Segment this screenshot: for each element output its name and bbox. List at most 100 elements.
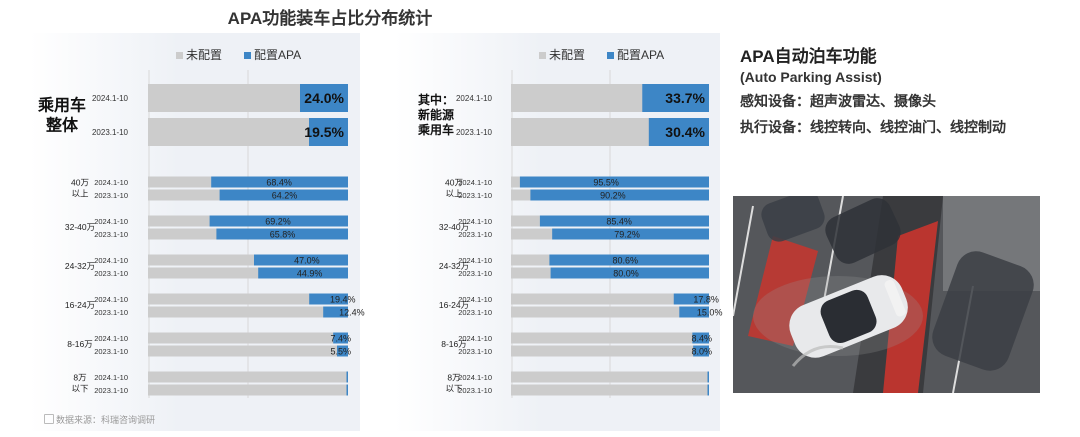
chart1-legend-swatch-apa <box>244 52 251 59</box>
chart2-group-0-label-line-1: 以上 <box>445 188 463 198</box>
chart1-group-1-period-0: 2024.1-10 <box>94 217 128 226</box>
chart2-group-3-bar-bg-1 <box>511 306 709 318</box>
chart1-group-1-value-0: 69.2% <box>265 217 291 227</box>
chart2-group-0-bar-apa-1 <box>530 189 709 201</box>
charts-svg: 未配置 配置APA 24.0% 2024.1-10 19.5% 2023.1-10 乘用车整… <box>37 48 723 398</box>
chart2-legend-swatch-apa <box>607 52 614 59</box>
chart2-group-4-bar-bg-1 <box>511 345 709 357</box>
chart2-overall-period-0: 2024.1-10 <box>456 94 493 103</box>
chart1-group-2-period-0: 2024.1-10 <box>94 256 128 265</box>
chart2-overall-value-0: 33.7% <box>665 90 705 106</box>
chart2-group-3-value-0: 17.8% <box>693 295 719 305</box>
chart2-group-4-value-1: 8.0% <box>691 347 712 357</box>
chart1-legend-swatch-unconfigured <box>176 52 183 59</box>
chart2-group-2-bar-apa-0 <box>549 254 709 266</box>
chart2-group-3-period-0: 2024.1-10 <box>458 295 492 304</box>
chart1-group-3-value-0: 19.4% <box>330 295 356 305</box>
chart2-group-4-bar-bg-0 <box>511 332 709 344</box>
chart1-group-0-period-0: 2024.1-10 <box>94 178 128 187</box>
chart1-group-4-label-line-0: 8-16万 <box>67 339 93 349</box>
chart1-group-3-bar-bg-1 <box>148 306 348 318</box>
chart2-group-2-bar-apa-1 <box>550 267 709 279</box>
chart1-group-5-period-1: 2023.1-10 <box>94 386 128 395</box>
chart1-group-1-value-1: 65.8% <box>270 230 296 240</box>
chart2-group-3-value-1: 15.0% <box>697 308 723 318</box>
chart1-overall-label-line-1: 整体 <box>45 116 79 135</box>
chart2-overall-bar-apa-0 <box>642 84 709 112</box>
chart2-group-1-value-1: 79.2% <box>614 230 640 240</box>
chart1-overall-value-0: 24.0% <box>304 90 344 106</box>
chart1-overall-period-1: 2023.1-10 <box>92 128 129 137</box>
chart2-group-4-value-0: 8.4% <box>691 334 712 344</box>
chart2-group-3-period-1: 2023.1-10 <box>458 308 492 317</box>
chart2-group-4-label-line-0: 8-16万 <box>441 339 467 349</box>
chart2-group-4-bar-apa-1 <box>693 345 709 357</box>
chart1-legend-label-unconfigured: 未配置 <box>186 48 222 62</box>
chart1-group-4-bar-bg-0 <box>148 332 348 344</box>
parking-illustration <box>733 196 1040 393</box>
chart1-group-5-label-line-0: 8万 <box>73 372 86 382</box>
chart1-group-4-bar-bg-1 <box>148 345 348 357</box>
chart1-group-5-bar-apa-1 <box>346 384 348 396</box>
apa-info-subtitle: (Auto Parking Assist) <box>740 69 882 85</box>
chart1-overall-bar-apa-0 <box>300 84 348 112</box>
chart1-group-4-bar-apa-1 <box>337 345 348 357</box>
chart2-group-5-bar-apa-1 <box>707 384 709 396</box>
apa-info-title: APA自动泊车功能 <box>740 47 877 66</box>
chart2-group-5-bar-apa-0 <box>707 371 709 383</box>
chart2-legend-label-apa: 配置APA <box>617 48 664 62</box>
chart1-group-0-label-line-1: 以上 <box>71 188 89 198</box>
chart2-group-5-period-0: 2024.1-10 <box>458 373 492 382</box>
chart1-group-2-bar-bg-1 <box>148 267 348 279</box>
chart2-legend-label-unconfigured: 未配置 <box>549 48 585 62</box>
chart1-group-1-label-line-0: 32-40万 <box>65 222 95 232</box>
chart1-group-2-label-line-0: 24-32万 <box>65 261 95 271</box>
chart2-group-2-value-1: 80.0% <box>613 269 639 279</box>
chart2-group-3-bar-bg-0 <box>511 293 709 305</box>
chart1-group-2-bar-apa-0 <box>254 254 348 266</box>
chart2-overall-bar-apa-1 <box>648 118 709 146</box>
chart2-group-2-label-line-0: 24-32万 <box>439 261 469 271</box>
chart2-group-4-bar-apa-0 <box>692 332 709 344</box>
chart1-overall-bar-apa-1 <box>309 118 348 146</box>
chart2-group-2-period-1: 2023.1-10 <box>458 269 492 278</box>
chart1-group-3-bar-bg-0 <box>148 293 348 305</box>
chart1-group-2-value-0: 47.0% <box>294 256 320 266</box>
chart1-overall-period-0: 2024.1-10 <box>92 94 129 103</box>
chart2-group-0-value-0: 95.5% <box>593 178 619 188</box>
chart1-group-4-bar-apa-0 <box>333 332 348 344</box>
chart1-group-4-value-0: 7.4% <box>330 334 351 344</box>
chart1-group-4-period-0: 2024.1-10 <box>94 334 128 343</box>
chart1-group-3-bar-apa-1 <box>323 306 348 318</box>
chart2-group-0-period-1: 2023.1-10 <box>458 191 492 200</box>
chart1-group-5-bar-bg-0 <box>148 371 348 383</box>
source-icon <box>44 414 54 424</box>
chart1-group-5-bar-bg-1 <box>148 384 348 396</box>
source-note: 数据来源：科瑞咨询调研 <box>56 415 156 425</box>
chart2-overall-value-1: 30.4% <box>665 124 705 140</box>
chart1-group-2-value-1: 44.9% <box>297 269 323 279</box>
chart1-group-2-bar-apa-1 <box>258 267 348 279</box>
chart1-group-0-value-0: 68.4% <box>266 178 292 188</box>
chart2-group-1-period-0: 2024.1-10 <box>458 217 492 226</box>
chart2-group-0-label-line-0: 40万 <box>445 177 463 187</box>
chart2-group-1-value-0: 85.4% <box>606 217 632 227</box>
chart2-overall-label-line-1: 新能源 <box>418 107 454 122</box>
chart2-group-5-bar-bg-1 <box>511 384 709 396</box>
chart1-group-1-bar-apa-0 <box>209 215 348 227</box>
chart2-group-1-bar-apa-0 <box>539 215 709 227</box>
chart1-group-2-bar-bg-0 <box>148 254 348 266</box>
chart2-group-2-value-0: 80.6% <box>613 256 639 266</box>
chart2-group-5-label-line-0: 8万 <box>447 372 460 382</box>
chart2-group-1-bar-apa-1 <box>552 228 709 240</box>
chart2-group-1-label-line-0: 32-40万 <box>439 222 469 232</box>
chart1-overall-label-line-0: 乘用车 <box>37 96 86 115</box>
chart1-group-0-value-1: 64.2% <box>272 191 298 201</box>
chart1-overall-value-1: 19.5% <box>304 124 344 140</box>
chart1-group-5-bar-apa-0 <box>346 371 348 383</box>
chart2-group-3-bar-apa-1 <box>679 306 709 318</box>
chart1-group-0-bar-apa-0 <box>211 176 348 188</box>
chart1-group-1-period-1: 2023.1-10 <box>94 230 128 239</box>
chart1-group-0-period-1: 2023.1-10 <box>94 191 128 200</box>
chart1-group-5-label-line-1: 以下 <box>71 383 89 393</box>
